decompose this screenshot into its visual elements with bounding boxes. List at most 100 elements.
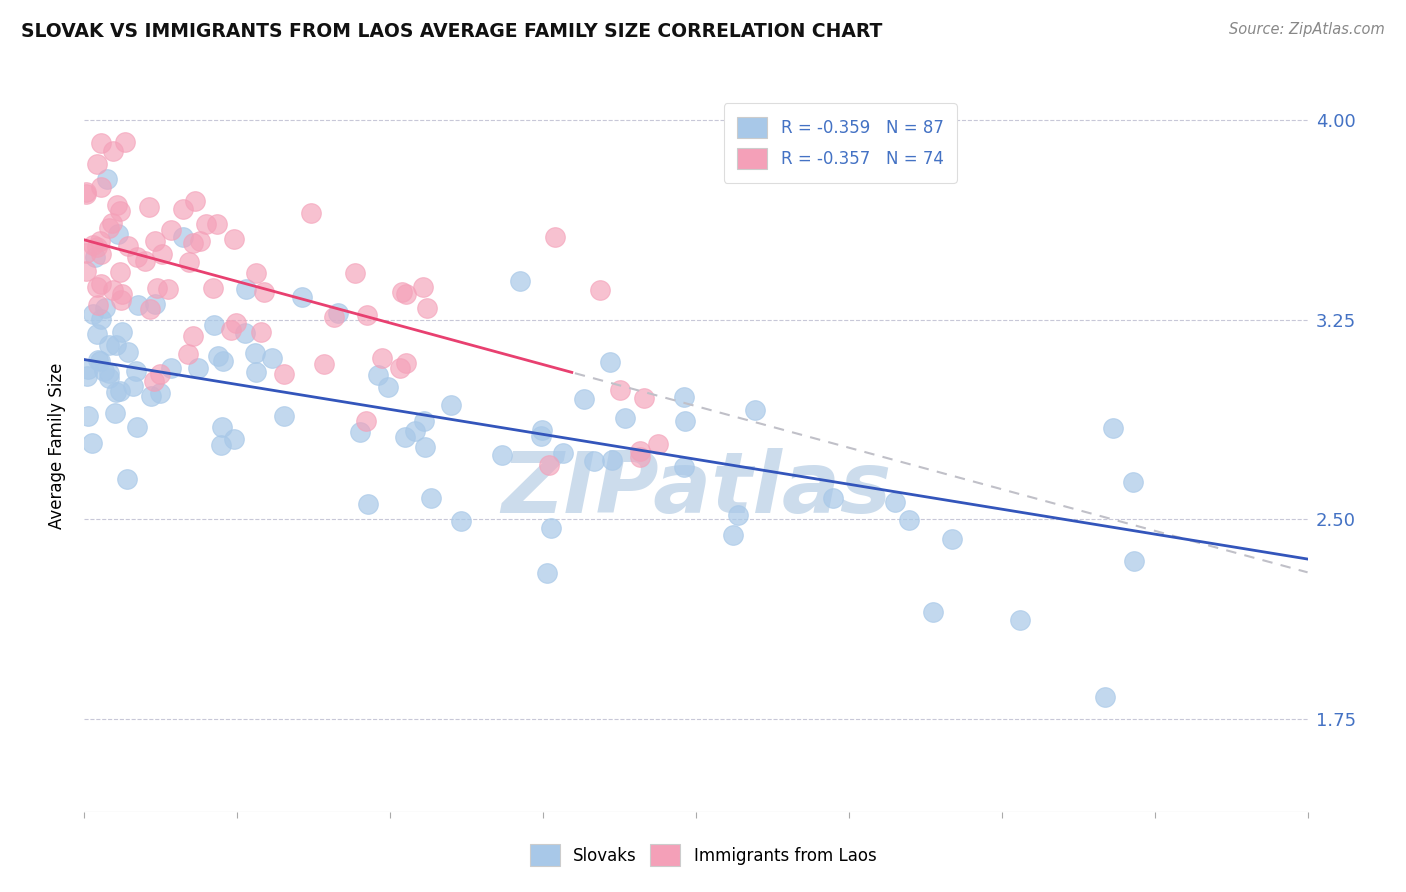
Point [172,202,194,216]
Point [211,420,233,434]
Point [367,368,389,383]
Legend: Slovaks, Immigrants from Laos: Slovaks, Immigrants from Laos [516,831,890,880]
Point [181,236,204,251]
Point [224,232,246,246]
Point [86,156,108,170]
Point [202,318,225,333]
Point [291,290,314,304]
Point [82,436,104,450]
Text: Source: ZipAtlas.com: Source: ZipAtlas.com [1229,22,1385,37]
Point [104,406,127,420]
Text: ZIPatlas: ZIPatlas [501,449,891,532]
Point [572,392,595,407]
Point [673,414,696,428]
Point [117,239,139,253]
Point [105,337,128,351]
Point [343,266,366,280]
Point [90,179,112,194]
Point [394,430,416,444]
Point [349,425,371,440]
Point [141,388,163,402]
Point [90,136,112,151]
Point [538,458,561,473]
Point [412,414,434,428]
Point [721,528,744,542]
Legend: R = -0.359   N = 87, R = -0.357   N = 74: R = -0.359 N = 87, R = -0.357 N = 74 [724,103,956,183]
Point [897,514,920,528]
Text: SLOVAK VS IMMIGRANTS FROM LAOS AVERAGE FAMILY SIZE CORRELATION CHART: SLOVAK VS IMMIGRANTS FROM LAOS AVERAGE F… [21,22,883,41]
Point [404,424,426,438]
Point [243,346,266,360]
Point [82,238,104,252]
Point [108,203,131,218]
Point [201,281,224,295]
Point [75,264,97,278]
Point [673,459,696,474]
Point [77,362,100,376]
Point [245,365,267,379]
Point [356,308,378,322]
Point [1123,554,1146,568]
Point [98,338,121,352]
Point [727,508,749,522]
Point [245,266,267,280]
Point [299,206,322,220]
Point [86,280,108,294]
Point [183,329,205,343]
Point [111,325,134,339]
Point [177,255,200,269]
Point [103,145,125,159]
Point [111,286,134,301]
Point [90,277,112,292]
Point [207,349,229,363]
Point [76,368,98,383]
Point [413,440,436,454]
Point [273,409,295,423]
Point [647,437,669,451]
Point [224,432,246,446]
Point [260,351,283,365]
Point [104,384,127,399]
Point [583,454,606,468]
Point [177,347,200,361]
Point [139,302,162,317]
Point [98,371,121,385]
Point [628,450,651,464]
Point [941,532,963,546]
Point [1010,613,1032,627]
Point [75,187,97,202]
Point [273,367,295,381]
Point [127,420,149,434]
Point [1094,690,1116,704]
Point [415,301,437,315]
Point [599,355,621,369]
Point [89,234,111,248]
Point [94,301,117,316]
Point [395,356,418,370]
Point [540,521,562,535]
Point [589,283,612,297]
Point [395,286,418,301]
Point [103,283,125,297]
Point [101,216,124,230]
Point [823,491,845,505]
Point [75,186,97,200]
Point [138,200,160,214]
Point [509,274,531,288]
Point [96,172,118,186]
Point [93,364,115,378]
Point [314,357,336,371]
Point [253,285,276,300]
Point [107,227,129,241]
Point [209,438,232,452]
Point [744,403,766,417]
Point [628,443,651,458]
Point [146,281,169,295]
Point [82,307,104,321]
Point [609,384,631,398]
Point [530,429,553,443]
Point [357,497,380,511]
Point [86,240,108,254]
Point [672,390,695,404]
Point [389,360,412,375]
